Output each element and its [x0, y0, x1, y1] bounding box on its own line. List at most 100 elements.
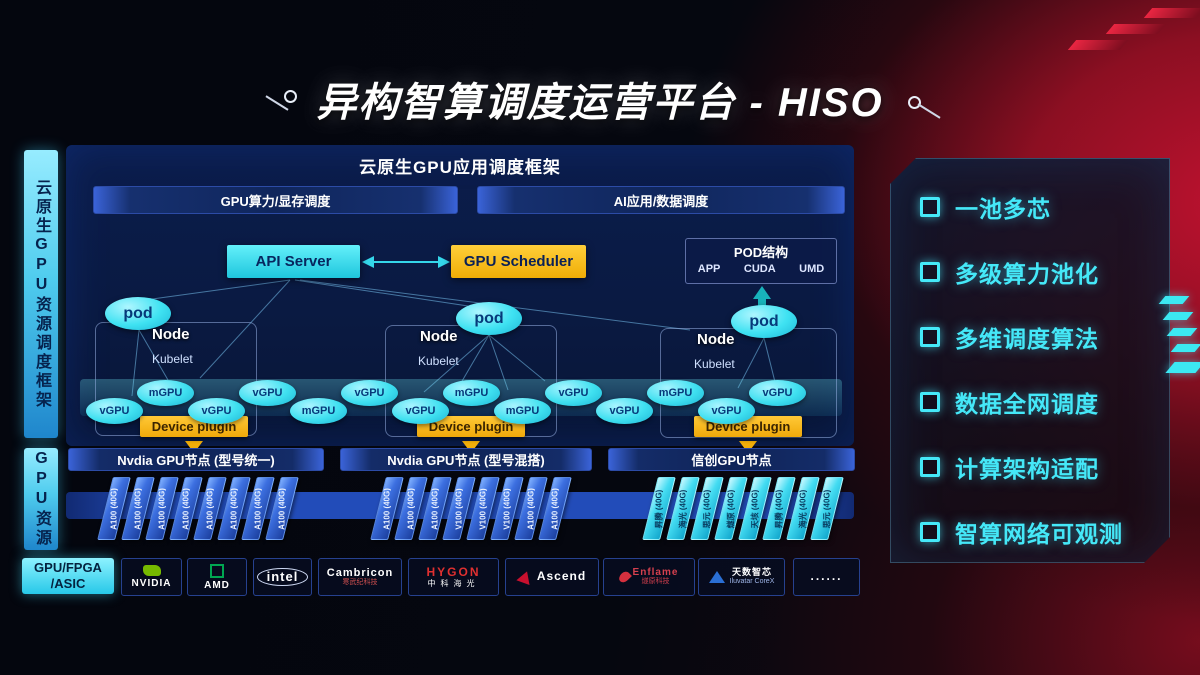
page-title: 异构智算调度运营平台 - HISO: [316, 81, 884, 125]
gpu-card-label: 思元 (40G): [702, 489, 712, 528]
vendor-box-nvidia: NVIDIA: [121, 558, 182, 596]
gpu-unit-ellipse: vGPU: [188, 398, 245, 424]
vendor-text: 天数智芯 Iluvatar CoreX: [729, 567, 775, 586]
gpu-card-label: V100 (40G): [478, 487, 488, 530]
vendor-box-hygon: HYGON 中科海光: [408, 558, 499, 596]
gpu-card-label: 海光 (40G): [678, 489, 688, 528]
square-bullet-icon: [920, 457, 940, 477]
feature-panel: 一池多芯多级算力池化 多维调度算法数据全网调度计算架构适配 智算网络可观测: [890, 158, 1170, 563]
ascend-triangle-icon: [516, 568, 534, 586]
gpu-unit-ellipse: vGPU: [596, 398, 653, 424]
red-slash-decor: [1105, 24, 1167, 34]
gpu-card-label: A100 (40G): [253, 487, 263, 530]
vendor-text: AMD: [204, 580, 230, 591]
vendor-name: ......: [810, 569, 843, 584]
gpu-unit-ellipse: vGPU: [392, 398, 449, 424]
feature-label: 多级算力池化: [955, 260, 1099, 287]
red-slash-decor: [1067, 40, 1129, 50]
pod-structure-box: POD结构 APP CUDA UMD: [685, 238, 837, 284]
vendor-text: NVIDIA: [132, 578, 172, 589]
feature-item: 多级算力池化: [890, 239, 1170, 304]
gpu-card-label: A100 (40G): [157, 487, 167, 530]
feature-label: 智算网络可观测: [955, 520, 1123, 547]
gpu-unit-ellipse: vGPU: [749, 380, 806, 406]
cyan-slash-decor: [1170, 344, 1200, 352]
node-label: Node: [697, 331, 735, 348]
device-plugin-label: Device plugin: [417, 416, 525, 437]
vendor-box-cambricon: Cambricon 寒武纪科技: [318, 558, 402, 596]
gpu-card-label: A100 (40G): [133, 487, 143, 530]
gpu-unit-ellipse: mGPU: [647, 380, 704, 406]
vendor-text: intel: [256, 567, 309, 587]
gpu-unit-ellipse: vGPU: [698, 398, 755, 424]
gpu-unit-ellipse: vGPU: [86, 398, 143, 424]
cyan-slash-decor: [1158, 296, 1190, 304]
circuit-node-icon: [284, 90, 297, 103]
cyan-slash-decor: [1165, 362, 1200, 373]
hardware-label-line2: /ASIC: [50, 576, 86, 591]
gpu-unit-ellipse: vGPU: [545, 380, 602, 406]
feature-label: 计算架构适配: [955, 455, 1099, 482]
sidebar-framework-bar: 云原生GPU资源调度框架: [24, 150, 58, 438]
vendor-name: NVIDIA: [131, 578, 172, 589]
feature-item: 数据全网调度: [890, 369, 1170, 434]
gpu-card-label: 昇腾 (40G): [774, 489, 784, 528]
sidebar-gpu-resource-label: GPU资源: [33, 450, 50, 548]
pod-ellipse: pod: [731, 305, 797, 338]
gpu-unit-ellipse: vGPU: [341, 380, 398, 406]
gpu-node-header: Nvdia GPU节点 (型号统一): [68, 448, 324, 471]
gpu-card-label: A100 (40G): [205, 487, 215, 530]
node-label: Node: [420, 328, 458, 345]
pod-ellipse: pod: [456, 302, 522, 335]
scheduling-header: 云原生GPU应用调度框架: [359, 158, 561, 177]
amd-arrow-icon: [210, 563, 224, 578]
vendor-subtitle: 中科海光: [427, 578, 480, 588]
iluvatar-triangle-icon: [708, 571, 725, 583]
pod-structure-item: APP: [697, 263, 721, 275]
square-bullet-icon: [920, 262, 940, 282]
pod-structure-item: UMD: [799, 263, 825, 275]
gpu-card-label: A100 (40G): [229, 487, 239, 530]
gpu-card-label: A100 (40G): [550, 487, 560, 530]
vendor-text: Enflame 燧原科技: [633, 567, 679, 586]
feature-label: 多维调度算法: [955, 325, 1099, 352]
vendor-box-enflame: Enflame 燧原科技: [603, 558, 695, 596]
feature-label: 一池多芯: [955, 195, 1051, 222]
gpu-card-label: A100 (40G): [406, 487, 416, 530]
square-bullet-icon: [920, 327, 940, 347]
vendor-subtitle: 寒武纪科技: [342, 578, 378, 586]
vendor-name: Cambricon: [326, 566, 394, 579]
sidebar-framework-label: 云原生GPU资源调度框架: [33, 178, 50, 410]
kubelet-label: Kubelet: [152, 352, 193, 366]
vendor-subtitle: 燧原科技: [641, 578, 670, 586]
gpu-card-label: A100 (40G): [430, 487, 440, 530]
gpu-scheduler-box: GPU Scheduler: [451, 245, 586, 278]
gpu-card-label: 海光 (40G): [798, 489, 808, 528]
vendor-name: HYGON: [426, 564, 481, 579]
gpu-node-header: Nvdia GPU节点 (型号混搭): [340, 448, 592, 471]
hardware-type-box: GPU/FPGA /ASIC: [22, 558, 114, 594]
magnifier-icon: [908, 96, 921, 109]
feature-item: 智算网络可观测: [890, 499, 1170, 564]
kubelet-label: Kubelet: [418, 354, 459, 368]
gpu-card-label: 昇腾 (40G): [654, 489, 664, 528]
feature-item: 多维调度算法: [890, 304, 1170, 369]
feature-item: 计算架构适配: [890, 434, 1170, 499]
square-bullet-icon: [920, 197, 940, 217]
vendor-text: Cambricon 寒武纪科技: [327, 567, 393, 587]
feature-item: 一池多芯: [890, 174, 1170, 239]
nvidia-eye-icon: [142, 565, 161, 576]
vendor-box-dots: ......: [793, 558, 860, 596]
gpu-card-label: A100 (40G): [181, 487, 191, 530]
gpu-unit-ellipse: mGPU: [290, 398, 347, 424]
vendor-box-amd: AMD: [187, 558, 247, 596]
kubelet-label: Kubelet: [694, 357, 735, 371]
gpu-card-label: 燧原 (40G): [726, 489, 736, 528]
gpu-unit-ellipse: mGPU: [443, 380, 500, 406]
gpu-card-label: V100 (40G): [454, 487, 464, 530]
cyan-slash-decor: [1166, 328, 1198, 336]
vendor-box-intel: intel: [253, 558, 312, 596]
vendor-subtitle: Iluvatar CoreX: [729, 577, 775, 585]
red-slash-decor: [1143, 8, 1200, 18]
node-label: Node: [152, 326, 190, 343]
